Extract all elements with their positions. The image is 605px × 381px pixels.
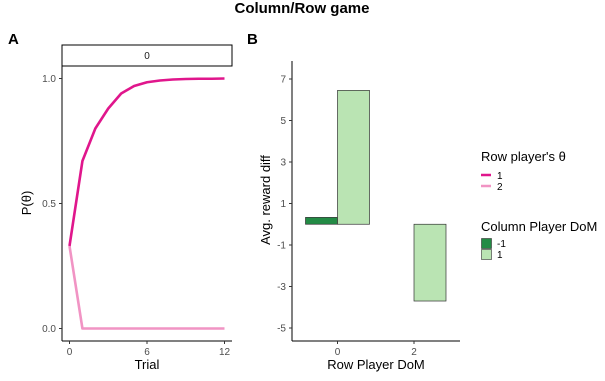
panel-b-y-axis-label: Avg. reward diff bbox=[258, 155, 273, 245]
legend-dom-title: Column Player DoM bbox=[481, 219, 597, 234]
panel-a-xtick-label: 6 bbox=[144, 347, 150, 358]
legend-theta: Row player's θ 1 2 bbox=[481, 149, 566, 193]
legend-dom: Column Player DoM -1 1 bbox=[481, 219, 597, 261]
panel-a-facet-label: 0 bbox=[144, 51, 150, 62]
panel-b-plot-area bbox=[305, 90, 447, 302]
legend-theta-label-1: 1 bbox=[497, 171, 503, 182]
panel-a-ytick-label: 0.5 bbox=[42, 199, 56, 210]
panel-a-xtick-label: 0 bbox=[67, 347, 73, 358]
legend-dom-label-1: 1 bbox=[497, 250, 503, 261]
panel-a-y-ticks: 1.0 0.5 0.0 bbox=[42, 74, 62, 335]
series-line-theta-1 bbox=[68, 77, 225, 247]
bar-dom1-row2 bbox=[413, 223, 447, 302]
figure-title: Column/Row game bbox=[234, 0, 369, 17]
bar-dom-1-row0 bbox=[305, 217, 338, 225]
panel-b-ytick-label: 1 bbox=[280, 199, 286, 210]
legend-dom-key-1 bbox=[481, 249, 492, 260]
panel-a-ytick-label: 0.0 bbox=[42, 324, 56, 335]
panel-b-ytick-label: 5 bbox=[280, 116, 286, 127]
legend-theta-title: Row player's θ bbox=[481, 149, 566, 164]
panel-a-xtick-label: 12 bbox=[219, 347, 231, 358]
panel-b-xtick-label: 2 bbox=[411, 347, 417, 358]
panel-a-ytick-label: 1.0 bbox=[42, 74, 56, 85]
panel-b-x-ticks: 0 2 bbox=[335, 341, 417, 358]
series-line-theta-2 bbox=[68, 245, 225, 330]
panel-b-ytick-label: 3 bbox=[280, 158, 286, 169]
panel-b-label: B bbox=[247, 31, 258, 48]
panel-b-ytick-label: -1 bbox=[277, 241, 286, 252]
panel-a-facet-strip bbox=[61, 44, 233, 67]
panel-b-ytick-label: 7 bbox=[280, 75, 286, 86]
panel-a-label: A bbox=[8, 31, 19, 48]
panel-b-ytick-label: -5 bbox=[277, 324, 286, 335]
panel-a-x-ticks: 0 6 12 bbox=[67, 341, 231, 358]
panel-b-xtick-label: 0 bbox=[335, 347, 341, 358]
legend-dom-key-neg1 bbox=[481, 238, 492, 249]
panel-b-x-axis-label: Row Player DoM bbox=[327, 357, 425, 372]
panel-a-plot-area bbox=[68, 77, 225, 330]
panel-a-y-axis-label: P(θ) bbox=[19, 191, 34, 216]
bar-dom1-row0 bbox=[337, 90, 370, 225]
legend-theta-label-2: 2 bbox=[497, 182, 503, 193]
panel-b-ytick-label: -3 bbox=[277, 282, 286, 293]
legend-dom-label-neg1: -1 bbox=[497, 239, 506, 250]
panel-b-y-ticks: 7 5 3 1 -1 -3 -5 bbox=[277, 75, 292, 335]
panel-a-x-axis-label: Trial bbox=[135, 357, 160, 372]
